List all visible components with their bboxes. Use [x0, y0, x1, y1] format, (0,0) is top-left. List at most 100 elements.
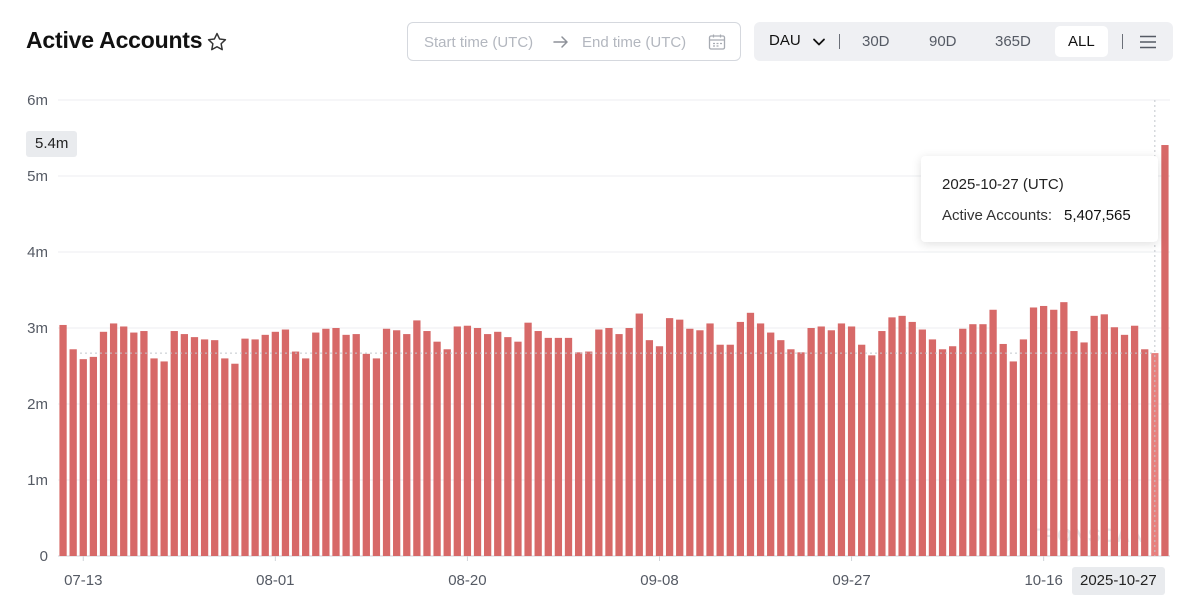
bar[interactable]	[494, 331, 502, 556]
bar[interactable]	[696, 330, 704, 556]
hamburger-menu-icon[interactable]	[1139, 33, 1157, 51]
bar[interactable]	[635, 313, 643, 556]
tab-90d[interactable]: 90D	[929, 33, 957, 50]
bar[interactable]	[403, 334, 411, 556]
bar[interactable]	[69, 349, 77, 556]
bar[interactable]	[1039, 305, 1048, 556]
bar[interactable]	[756, 323, 765, 556]
bar[interactable]	[251, 339, 259, 556]
bar[interactable]	[999, 343, 1007, 556]
start-time-input[interactable]: Start time (UTC)	[424, 34, 534, 51]
end-time-input[interactable]: End time (UTC)	[582, 34, 687, 51]
bar[interactable]	[332, 328, 340, 556]
bar[interactable]	[827, 330, 835, 556]
bar[interactable]	[585, 351, 593, 556]
bar[interactable]	[544, 337, 552, 556]
bar[interactable]	[665, 318, 674, 556]
bar[interactable]	[504, 337, 512, 556]
bar[interactable]	[1151, 353, 1159, 556]
bar[interactable]	[847, 326, 856, 556]
bar[interactable]	[918, 329, 926, 556]
bar[interactable]	[1110, 327, 1119, 556]
tab-30d[interactable]: 30D	[862, 33, 890, 50]
bar[interactable]	[969, 324, 977, 556]
bar[interactable]	[322, 328, 330, 556]
bar[interactable]	[180, 334, 189, 556]
bar[interactable]	[716, 344, 724, 556]
bar[interactable]	[483, 334, 492, 556]
bar[interactable]	[817, 326, 825, 556]
bar[interactable]	[99, 331, 108, 556]
bar[interactable]	[1050, 309, 1058, 556]
bar[interactable]	[625, 328, 633, 556]
bar[interactable]	[574, 352, 583, 556]
bar[interactable]	[393, 330, 401, 556]
bar[interactable]	[170, 331, 178, 556]
bar[interactable]	[281, 329, 290, 556]
bar[interactable]	[564, 337, 573, 556]
bar[interactable]	[1090, 315, 1098, 556]
bar[interactable]	[655, 346, 664, 556]
bar[interactable]	[1141, 349, 1149, 556]
bar[interactable]	[241, 338, 249, 556]
bar[interactable]	[109, 323, 118, 556]
bar[interactable]	[150, 358, 158, 556]
bar[interactable]	[120, 326, 128, 556]
bar[interactable]	[706, 323, 714, 556]
bar[interactable]	[979, 324, 987, 556]
bar[interactable]	[382, 328, 391, 556]
bar[interactable]	[342, 334, 350, 556]
tab-365d[interactable]: 365D	[995, 33, 1031, 50]
bar[interactable]	[362, 353, 370, 556]
bar[interactable]	[938, 349, 947, 556]
bar[interactable]	[908, 321, 916, 556]
bar[interactable]	[807, 328, 815, 556]
bar[interactable]	[291, 351, 300, 556]
bar[interactable]	[868, 355, 876, 556]
bar[interactable]	[1120, 334, 1129, 556]
bar[interactable]	[645, 340, 654, 556]
bar[interactable]	[949, 346, 957, 556]
bar[interactable]	[898, 315, 906, 556]
bar[interactable]	[1029, 307, 1038, 556]
bar[interactable]	[524, 322, 532, 556]
bar[interactable]	[79, 359, 87, 556]
bar[interactable]	[1161, 145, 1169, 556]
bar[interactable]	[959, 328, 967, 556]
bar[interactable]	[878, 331, 886, 556]
bar[interactable]	[160, 361, 168, 556]
bar[interactable]	[271, 331, 279, 556]
bar[interactable]	[89, 356, 98, 556]
bar[interactable]	[453, 326, 461, 556]
bar[interactable]	[473, 328, 482, 556]
bar[interactable]	[211, 340, 219, 556]
bar[interactable]	[190, 337, 199, 556]
bar[interactable]	[888, 317, 896, 556]
bar[interactable]	[1009, 361, 1017, 556]
bar[interactable]	[726, 344, 734, 556]
bar[interactable]	[777, 340, 785, 556]
chevron-down-icon[interactable]	[812, 35, 826, 49]
bar[interactable]	[736, 321, 745, 556]
bar[interactable]	[140, 331, 148, 556]
bar[interactable]	[443, 349, 451, 556]
bar[interactable]	[59, 324, 67, 556]
date-range-picker[interactable]: Start time (UTC) End time (UTC)	[407, 22, 741, 61]
bar[interactable]	[1100, 314, 1108, 556]
bar[interactable]	[554, 337, 563, 556]
bar[interactable]	[302, 358, 310, 556]
bar[interactable]	[595, 329, 603, 556]
star-icon[interactable]	[206, 31, 228, 53]
bar[interactable]	[686, 328, 694, 556]
bar[interactable]	[746, 312, 755, 556]
tab-all[interactable]: ALL	[1055, 26, 1108, 57]
bar[interactable]	[433, 341, 441, 556]
bar[interactable]	[352, 334, 360, 556]
bar[interactable]	[676, 319, 684, 556]
calendar-icon[interactable]	[708, 33, 726, 51]
bar[interactable]	[463, 325, 472, 556]
metric-select[interactable]: DAU	[769, 32, 801, 49]
bar[interactable]	[1130, 325, 1139, 556]
bar[interactable]	[231, 363, 239, 556]
bar[interactable]	[221, 358, 229, 556]
